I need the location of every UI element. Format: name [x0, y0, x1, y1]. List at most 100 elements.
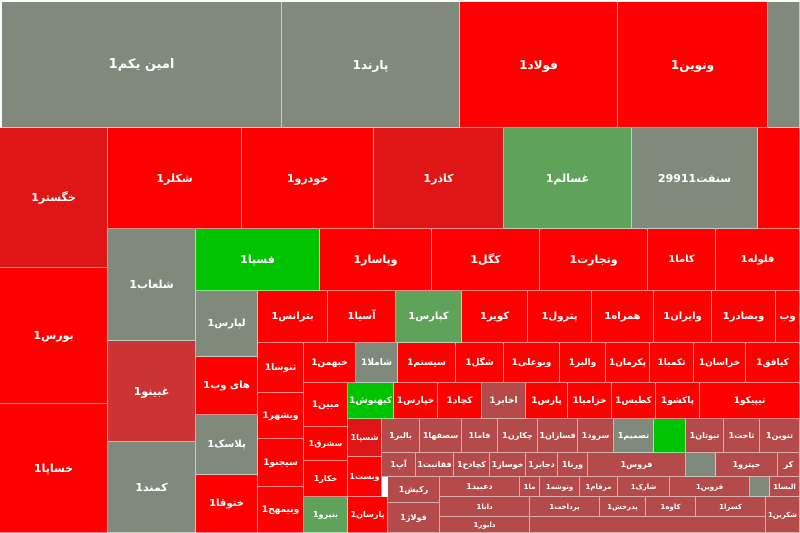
tile-second-right[interactable]: [758, 128, 800, 229]
tile-kiafq[interactable]: کیافق1: [746, 343, 800, 383]
tile-vtooshe[interactable]: وتوشه1: [540, 477, 580, 497]
tile-tanvin[interactable]: تنوین1: [760, 419, 800, 453]
tile-folaj[interactable]: فولاژ1: [388, 503, 440, 533]
tile-bottom-fill[interactable]: [530, 517, 766, 533]
tile-parsan[interactable]: پارسان1: [348, 497, 388, 533]
tile-system[interactable]: سیستم1: [398, 343, 456, 383]
tile-kegol[interactable]: کگل1: [432, 229, 540, 291]
tile-khbahman[interactable]: خبهمن1: [304, 343, 356, 383]
tile-foros[interactable]: فروس1: [588, 453, 686, 477]
tile-sanaft[interactable]: سنفت29911: [632, 128, 758, 229]
tile-kchadh[interactable]: کچادح1: [454, 453, 490, 477]
tile-vbshahr[interactable]: وبشهر1: [258, 393, 304, 439]
tile-kar[interactable]: کر: [778, 453, 800, 477]
tile-ssafha[interactable]: سصفها1: [420, 419, 462, 453]
tile-khtooqa[interactable]: ختوقا1: [196, 475, 258, 533]
tile-btrans[interactable]: بترانس1: [258, 291, 328, 343]
tile-shakarban[interactable]: شکربن1: [766, 497, 800, 533]
tile-vbimehj[interactable]: وبیمهح1: [258, 487, 304, 533]
tile-kaveh[interactable]: کاوه1: [646, 497, 696, 517]
tile-vanovin[interactable]: ونوین1: [618, 2, 768, 128]
tile-takmba[interactable]: تکمبا1: [650, 343, 694, 383]
tile-hiweb[interactable]: های وب1: [196, 357, 258, 415]
tile-khsapa[interactable]: خساپا1: [0, 404, 108, 533]
tile-vbooali[interactable]: وبوعلی1: [504, 343, 560, 383]
tile-kasra[interactable]: کسرا1: [696, 497, 766, 517]
tile-khgostar[interactable]: خگستر1: [0, 128, 108, 268]
tile-green-small[interactable]: [654, 419, 686, 453]
tile-tbootan[interactable]: تبوتان1: [686, 419, 724, 453]
tile-akhaber[interactable]: اخابر1: [482, 383, 526, 419]
tile-valbor[interactable]: والبر1: [560, 343, 606, 383]
tile-sanusa[interactable]: ثنوسا1: [258, 343, 304, 393]
tile-ap[interactable]: آپ1: [382, 453, 416, 477]
tile-djaber[interactable]: دجابر1: [526, 453, 558, 477]
tile-sshargh[interactable]: سشرق1: [304, 427, 348, 461]
tile-parand[interactable]: پارند1: [282, 2, 460, 128]
tile-hpetro[interactable]: حپترو1: [716, 453, 778, 477]
tile-top-right[interactable]: [768, 2, 800, 128]
tile-shsapa[interactable]: شسپا1: [348, 419, 382, 457]
tile-kama[interactable]: کاما1: [648, 229, 716, 291]
tile-dabur[interactable]: دابور1: [440, 517, 530, 533]
tile-ghasalem[interactable]: غسالم1: [504, 128, 632, 229]
tile-tipiko[interactable]: تیپیکو1: [700, 383, 800, 419]
tile-grey-small[interactable]: [686, 453, 716, 477]
tile-tasmim[interactable]: تصمیم1: [614, 419, 654, 453]
tile-chkaren[interactable]: چکارن1: [498, 419, 538, 453]
tile-pardakht[interactable]: پرداخت1: [530, 497, 600, 517]
tile-kamand[interactable]: کمند1: [108, 442, 196, 533]
tile-sroud[interactable]: سرود1: [578, 419, 614, 453]
tile-kavir[interactable]: کویر1: [462, 291, 528, 343]
tile-ktabas[interactable]: کطبس1: [612, 383, 656, 419]
tile-hamrah[interactable]: همراه1: [592, 291, 654, 343]
tile-foolad[interactable]: فولاد1: [460, 2, 618, 128]
tile-pdarakhsh[interactable]: پدرخش1: [600, 497, 646, 517]
tile-sijno[interactable]: سیجنو1: [258, 439, 304, 487]
tile-vbest[interactable]: وبست1: [348, 457, 382, 497]
tile-vpasar[interactable]: وپاسار1: [320, 229, 432, 291]
tile-kpars[interactable]: کپارس1: [396, 291, 462, 343]
tile-khodro[interactable]: خودرو1: [242, 128, 374, 229]
tile-pkerman[interactable]: پکرمان1: [606, 343, 650, 383]
tile-vb-edge[interactable]: وب: [776, 291, 800, 343]
tile-petrol[interactable]: پترول1: [528, 291, 592, 343]
tile-pars[interactable]: پارس1: [526, 383, 568, 419]
tile-viran[interactable]: وایران1: [654, 291, 712, 343]
tile-lparis[interactable]: لپارس1: [196, 291, 258, 357]
tile-fama[interactable]: فاما1: [462, 419, 498, 453]
tile-fqanbat[interactable]: فقانبت1: [416, 453, 454, 477]
tile-plask[interactable]: پلاسک1: [196, 415, 258, 475]
tile-shekalr[interactable]: شکلر1: [108, 128, 242, 229]
tile-amin-yekom[interactable]: امین یکم1: [2, 2, 282, 128]
tile-dobeid[interactable]: دعبید1: [440, 477, 520, 497]
tile-kazar[interactable]: کاذر1: [374, 128, 504, 229]
tile-vtejarat[interactable]: وتجارت1: [540, 229, 648, 291]
tile-mobin[interactable]: مبین1: [304, 383, 348, 427]
tile-fsazan[interactable]: فسازان1: [538, 419, 578, 453]
tile-khkar[interactable]: خکار1: [304, 461, 348, 497]
tile-folooleh[interactable]: فلوله1: [716, 229, 800, 291]
tile-qazvin[interactable]: قزوین1: [670, 477, 750, 497]
tile-ghbino[interactable]: غبینو1: [108, 341, 196, 442]
tile-asia[interactable]: آسیا1: [328, 291, 396, 343]
tile-khvosaz[interactable]: خوساز1: [490, 453, 526, 477]
tile-sholab[interactable]: شلعاب1: [108, 229, 196, 341]
tile-sakht[interactable]: ثاخت1: [724, 419, 760, 453]
tile-ma[interactable]: ما1: [520, 477, 540, 497]
tile-pakshoo[interactable]: پاکشو1: [656, 383, 700, 419]
tile-baniroo[interactable]: بنیرو1: [304, 497, 348, 533]
tile-kbehnoosh[interactable]: کبهنوش1: [348, 383, 394, 419]
tile-shark[interactable]: شارک1: [618, 477, 670, 497]
tile-varna[interactable]: ورنا1: [558, 453, 588, 477]
tile-khorasan[interactable]: خراسان1: [694, 343, 746, 383]
tile-margham[interactable]: مرقام1: [580, 477, 618, 497]
tile-grey-small-2[interactable]: [750, 477, 770, 497]
tile-khpars[interactable]: خپارس1: [394, 383, 438, 419]
tile-vbsader[interactable]: وبصادر1: [712, 291, 776, 343]
tile-khazamia[interactable]: خزامیا1: [568, 383, 612, 419]
tile-balbor[interactable]: بالبر1: [382, 419, 420, 453]
tile-rkish[interactable]: رکیش1: [388, 477, 440, 503]
tile-fsapa[interactable]: فسپا1: [196, 229, 320, 291]
tile-shegol[interactable]: شگل1: [456, 343, 504, 383]
